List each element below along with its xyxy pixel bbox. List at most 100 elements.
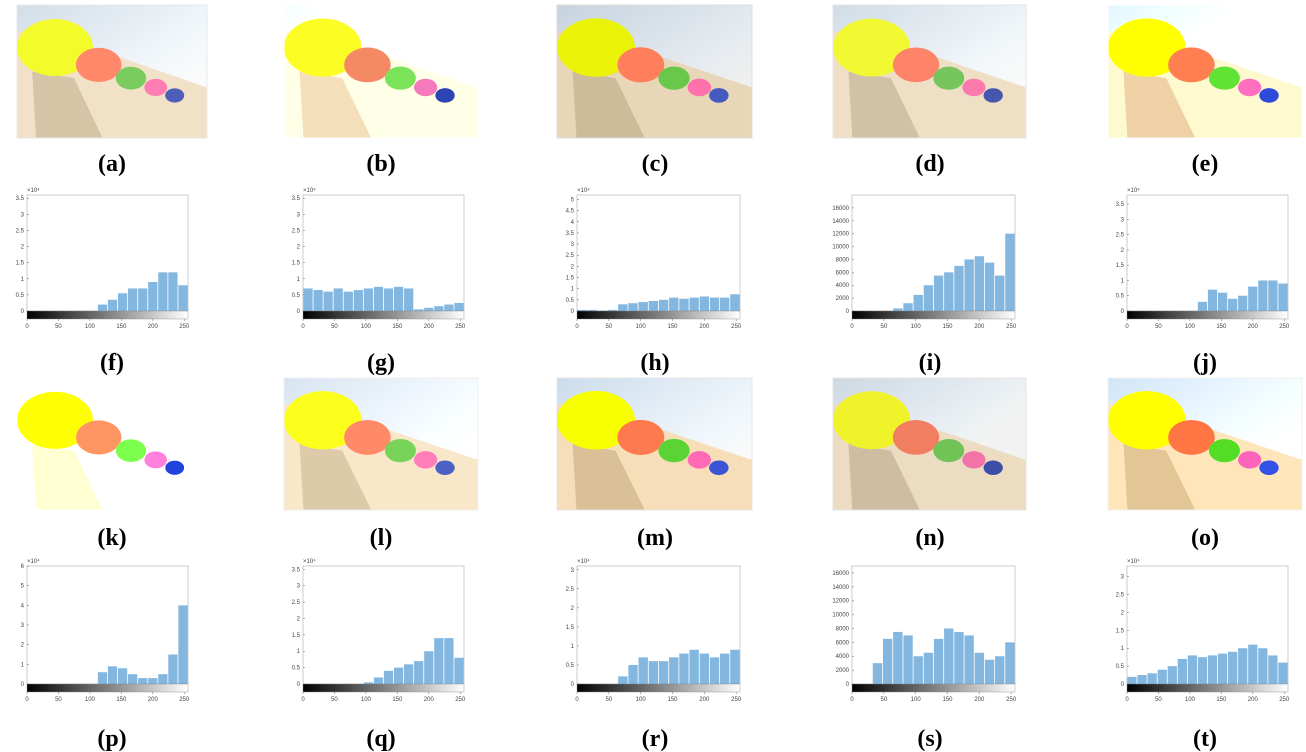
x-tick-label: 250: [1006, 324, 1017, 330]
y-tick-label: 4.5: [566, 209, 575, 215]
bar: [934, 639, 943, 684]
bar: [985, 660, 994, 684]
bar: [158, 674, 167, 684]
y-tick-label: 3: [297, 212, 301, 218]
x-tick-label: 150: [1216, 324, 1227, 330]
x-tick-label: 0: [850, 324, 854, 330]
x-tick-label: 150: [1216, 697, 1227, 703]
y-tick-label: 0: [571, 682, 575, 688]
photo-hat: [144, 79, 167, 96]
x-tick-label: 250: [179, 697, 190, 703]
y-tick-label: 3.5: [16, 196, 25, 202]
x-tick-label: 0: [575, 697, 579, 703]
y-tick-label: 12000: [832, 232, 849, 238]
y-tick-label: 2.5: [292, 600, 301, 606]
y-tick-label: 2: [571, 606, 575, 612]
x-tick-label: 100: [911, 324, 922, 330]
y-tick-label: 6000: [836, 270, 850, 276]
x-tick-label: 0: [25, 324, 29, 330]
x-tick-label: 250: [1006, 697, 1017, 703]
x-tick-label: 200: [699, 697, 710, 703]
photo-hat: [962, 451, 985, 468]
y-tick-label: 8000: [836, 257, 850, 263]
x-tick-label: 200: [148, 697, 159, 703]
x-tick-label: 200: [1248, 324, 1259, 330]
y-tick-label: 2.5: [566, 253, 575, 259]
photo-hat: [1168, 47, 1215, 82]
y-tick-label: 1: [21, 277, 25, 283]
photo-hat: [1209, 439, 1240, 462]
photo-hat: [165, 88, 184, 102]
photo-hat: [658, 66, 689, 89]
bar: [364, 288, 373, 311]
caption: (n): [915, 525, 944, 551]
bar: [1148, 673, 1157, 684]
caption: (a): [98, 151, 126, 177]
bar: [414, 661, 423, 684]
y-tick-label: 10000: [832, 613, 849, 619]
x-tick-label: 100: [85, 324, 96, 330]
bar: [934, 276, 943, 311]
x-tick-label: 150: [943, 324, 954, 330]
bar: [944, 628, 953, 684]
bar: [168, 655, 177, 685]
photo-hat: [116, 439, 146, 462]
caption: (c): [642, 151, 669, 177]
bar: [903, 303, 912, 311]
bar: [313, 290, 322, 311]
y-tick-label: 2: [21, 245, 25, 251]
y-tick-label: 0: [1121, 682, 1125, 688]
bar: [669, 657, 678, 684]
photo-hat: [709, 460, 729, 475]
y-tick-label: 0: [1121, 309, 1125, 315]
photo-hat: [658, 439, 689, 462]
x-tick-label: 200: [424, 697, 435, 703]
bar: [964, 635, 973, 684]
photo-hat: [344, 420, 391, 455]
bar: [364, 682, 373, 684]
bar: [148, 678, 157, 684]
caption: (f): [100, 350, 124, 376]
y-tick-label: 0: [21, 682, 25, 688]
bar: [1228, 299, 1237, 311]
photo-hat: [435, 88, 454, 103]
bar: [720, 654, 729, 684]
photo-hat: [385, 67, 416, 90]
plot-frame: [577, 195, 740, 311]
bar: [394, 668, 403, 684]
y-tick-label: 14000: [832, 585, 849, 591]
bar: [975, 256, 984, 311]
bar: [394, 287, 403, 311]
y-tick-label: 3: [571, 568, 575, 574]
bar: [985, 263, 994, 311]
colorbar: [577, 684, 740, 692]
x-tick-label: 150: [392, 697, 403, 703]
y-tick-label: 3: [21, 623, 25, 629]
bar: [108, 666, 117, 684]
bar: [334, 288, 343, 311]
photo-hat: [1209, 67, 1240, 90]
bar: [1278, 284, 1287, 311]
caption: (b): [366, 151, 395, 177]
bar: [434, 638, 443, 684]
photo-hat: [688, 79, 711, 97]
photo-hat: [414, 79, 437, 96]
y-tick-label: 2: [297, 616, 301, 622]
photo-hat: [76, 420, 122, 454]
bar: [689, 298, 698, 311]
photo-hat: [617, 420, 664, 455]
colorbar: [1127, 311, 1288, 319]
photo: [557, 5, 752, 138]
y-tick-label: 3: [1121, 217, 1125, 223]
y-tick-label: 6000: [836, 640, 850, 646]
y-tick-label: 1.5: [1116, 628, 1125, 634]
x-tick-label: 100: [911, 697, 922, 703]
x-tick-label: 50: [880, 324, 887, 330]
bar: [964, 259, 973, 311]
bar: [1258, 648, 1267, 684]
y-tick-label: 16000: [832, 206, 849, 212]
bar: [954, 266, 963, 311]
y-tick-label: 10000: [832, 245, 849, 251]
x-tick-label: 250: [1279, 324, 1290, 330]
caption: (k): [97, 525, 126, 551]
